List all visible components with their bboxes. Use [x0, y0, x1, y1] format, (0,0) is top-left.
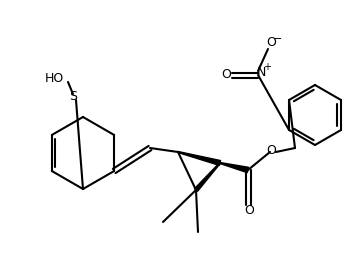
Text: HO: HO	[45, 71, 64, 85]
Text: O: O	[221, 69, 231, 81]
Text: S: S	[69, 90, 77, 102]
Polygon shape	[220, 162, 249, 173]
Polygon shape	[178, 151, 220, 165]
Polygon shape	[194, 163, 220, 191]
Text: +: +	[263, 62, 271, 72]
Text: −: −	[273, 34, 283, 44]
Text: O: O	[266, 37, 276, 49]
Text: N: N	[256, 66, 266, 80]
Text: O: O	[266, 145, 276, 158]
Text: O: O	[244, 205, 254, 218]
